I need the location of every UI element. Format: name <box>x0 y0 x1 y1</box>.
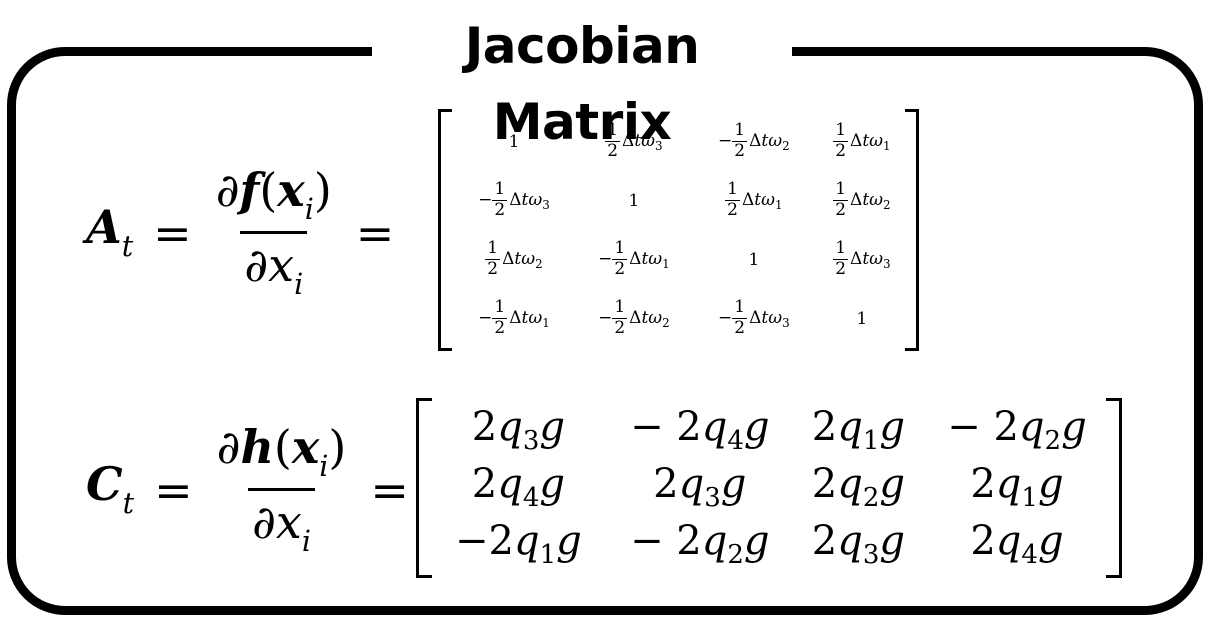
a-matrix-cell-2-3: 1 2 Δtω3 <box>833 238 891 279</box>
equation-c-lhs: Ct = ∂h(xi) ∂xi = <box>86 395 415 585</box>
a-equals-2: = <box>355 206 395 260</box>
c-right-bracket <box>1106 398 1122 578</box>
a-symbol: At <box>86 200 134 264</box>
a-fraction: ∂f(xi) ∂xi <box>212 167 336 299</box>
a-matrix-cell-2-1: −1 2 Δtω1 <box>598 238 670 279</box>
a-matrix-cell-3-0: −1 2 Δtω1 <box>478 297 550 338</box>
equation-a-lhs: At = ∂f(xi) ∂xi = <box>86 138 414 328</box>
c-matrix-cell-0-2: 2q1g <box>811 403 905 456</box>
c-symbol: Ct <box>86 457 135 521</box>
c-matrix: 2q3g − 2q4g 2q1g − 2q2g 2q4g 2q3g 2q2g 2q1g −2q1… <box>432 401 1112 573</box>
a-matrix-cell-3-3: 1 <box>856 308 868 329</box>
c-matrix-cell-2-0: −2q1g <box>455 518 582 571</box>
c-equals-2: = <box>370 463 409 517</box>
c-matrix-cell-0-1: − 2q4g <box>630 403 770 456</box>
a-matrix-cell-0-2: −1 2 Δtω2 <box>718 120 790 161</box>
a-matrix-cell-0-1: 1 2 Δtω3 <box>605 120 663 161</box>
c-matrix-cell-1-1: 2q3g <box>653 460 747 514</box>
c-matrix-cell-2-3: 2q4g <box>970 518 1064 571</box>
a-denominator: ∂xi <box>240 230 308 299</box>
a-numerator: ∂f(xi) <box>215 163 332 226</box>
title: Jacobian Matrix <box>372 8 792 151</box>
c-matrix-cell-1-2: 2q2g <box>811 460 905 514</box>
c-numerator: ∂h(xi) <box>216 420 347 483</box>
c-matrix-cell-0-3: − 2q2g <box>947 403 1087 456</box>
a-matrix-cell-3-2: −1 2 Δtω3 <box>718 297 790 338</box>
a-matrix-cell-0-0: 1 <box>508 131 520 152</box>
c-matrix-cell-1-0: 2q4g <box>471 460 565 514</box>
a-right-bracket <box>905 109 919 351</box>
a-subscript: t <box>121 230 134 264</box>
c-matrix-cell-2-1: − 2q2g <box>630 518 770 571</box>
a-matrix-cell-1-3: 1 2 Δtω2 <box>833 179 891 220</box>
c-fraction: ∂h(xi) ∂xi <box>213 424 351 556</box>
a-matrix-cell-1-0: −1 2 Δtω3 <box>478 179 550 220</box>
c-subscript: t <box>122 487 135 521</box>
a-equals-1: = <box>153 206 192 260</box>
a-matrix-cell-1-2: 1 2 Δtω1 <box>725 179 783 220</box>
a-matrix-cell-3-1: −1 2 Δtω2 <box>598 297 670 338</box>
c-matrix-cell-1-3: 2q1g <box>970 460 1064 514</box>
a-matrix: 1 1 2 Δtω3 −1 2 Δtω2 1 2 Δtω1 −1 2 Δtω3 1 1 2 Δtω1 1 2 Δtω2… <box>454 112 910 348</box>
c-matrix-cell-0-0: 2q3g <box>471 403 565 456</box>
c-denominator: ∂xi <box>248 487 315 556</box>
a-left-bracket <box>438 109 452 351</box>
a-matrix-cell-1-1: 1 <box>628 190 640 211</box>
a-matrix-cell-0-3: 1 2 Δtω1 <box>833 120 891 161</box>
a-matrix-cell-2-0: 1 2 Δtω2 <box>485 238 543 279</box>
a-matrix-cell-2-2: 1 <box>748 249 760 270</box>
c-equals-1: = <box>154 463 193 517</box>
c-left-bracket <box>416 398 432 578</box>
c-matrix-cell-2-2: 2q3g <box>811 518 905 571</box>
